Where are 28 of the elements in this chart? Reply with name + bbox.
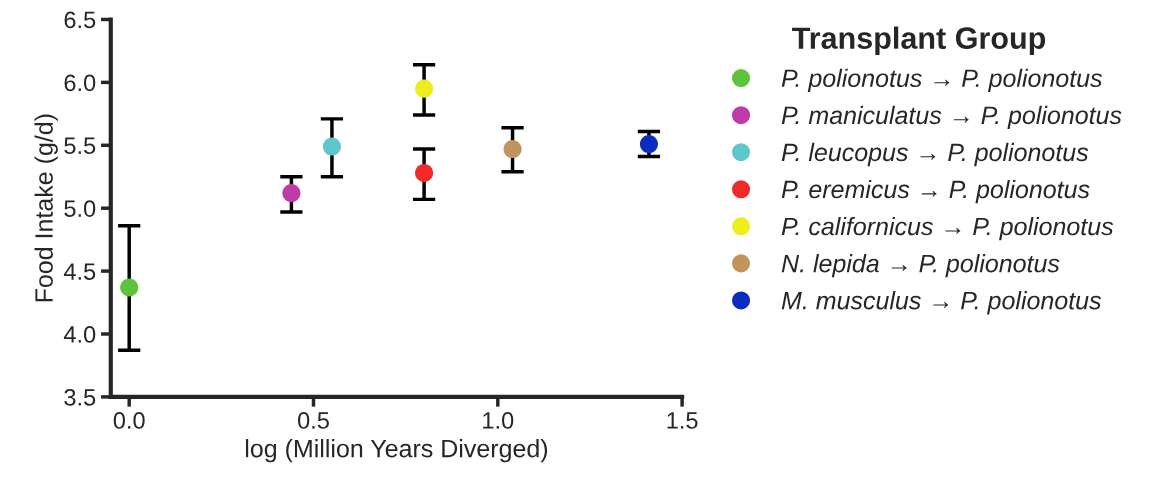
point: [282, 184, 301, 203]
point: [120, 278, 139, 297]
legend-title: Transplant Group: [792, 26, 1046, 55]
legend-label: P. eremicus → P. polionotus: [781, 179, 1090, 204]
y-axis-title: Food Intake (g/d): [34, 114, 58, 302]
y-tick-label: 5.0: [64, 200, 96, 217]
legend-label: P. maniculatus → P. polionotus: [781, 105, 1122, 130]
x-tick-label: 1.5: [667, 412, 698, 429]
legend-label: P. californicus → P. polionotus: [781, 216, 1114, 241]
legend-label: N. lepida → P. polionotus: [781, 254, 1060, 278]
x-tick-label: 1.0: [483, 412, 514, 429]
y-tick-label: 6.5: [64, 11, 96, 29]
y-tick-label: 5.5: [64, 137, 96, 155]
y-tick-label: 4.0: [63, 326, 96, 343]
y-tick-label: 6.0: [64, 74, 96, 92]
x-tick-label: 0.5: [298, 412, 329, 429]
x-tick-label: 0.0: [113, 412, 145, 429]
legend-label: P. leucopus → P. polionotus: [781, 142, 1089, 167]
y-tick-label: 3.5: [64, 388, 96, 406]
legend-label: M. musculus → P. polionotus: [781, 291, 1102, 315]
point: [415, 79, 434, 98]
legend-label: P. polionotus → P. polionotus: [781, 68, 1103, 93]
y-tick-label: 4.5: [63, 263, 96, 280]
point: [415, 163, 434, 183]
point: [503, 140, 522, 159]
point: [322, 137, 341, 156]
point: [639, 134, 658, 154]
x-axis-title: log (Million Years Diverged): [245, 439, 548, 463]
